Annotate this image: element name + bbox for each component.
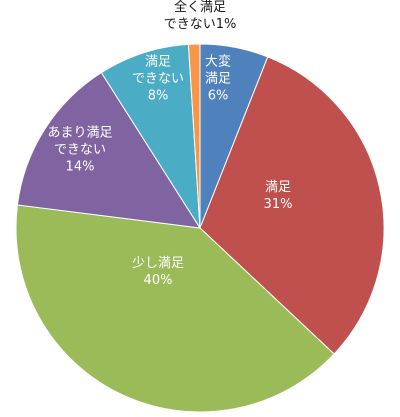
- slice-label-4: 満足できない 8%: [132, 55, 184, 104]
- pie-slice-2: [15, 204, 335, 413]
- pie-slice-5: [187, 43, 201, 229]
- pie-slices: [15, 43, 385, 413]
- slice-label-0: 大変満足 6%: [205, 54, 231, 104]
- slice-label-2: 少し満足 40%: [132, 256, 184, 288]
- slice-label-1: 満足 31%: [264, 180, 293, 212]
- slice-label-3: あまり満足できない 14%: [47, 126, 112, 175]
- slice-label-5: 全く満足できない1%: [164, 0, 237, 32]
- pie-slice-1: [199, 56, 385, 355]
- pie-slice-4: [100, 43, 201, 229]
- pie-slice-3: [16, 71, 201, 229]
- pie-labels: 大変満足 6% 満足 31% 少し満足 40% あまり満足できない 14% 満足できない 8% 全く…: [47, 0, 292, 288]
